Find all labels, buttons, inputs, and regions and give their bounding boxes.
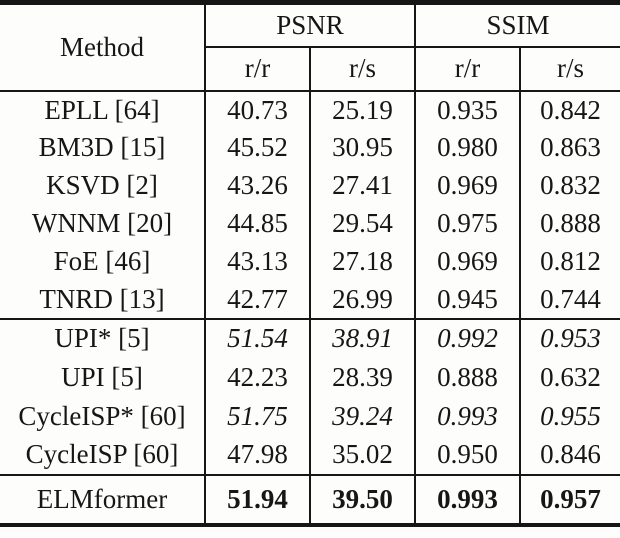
psnr-rs-cell: 27.18 [308,242,416,281]
table-row: TNRD [13] 42.77 26.99 0.945 0.744 [0,280,620,319]
psnr-rr-cell: 43.26 [204,166,310,205]
ssim-rs-cell: 0.842 [519,90,620,129]
ssim-rr-cell: 0.992 [414,317,521,358]
table-row: KSVD [2] 43.26 27.41 0.969 0.832 [0,166,620,205]
psnr-rr-column-header: r/r [204,46,310,92]
psnr-rr-cell: 51.75 [204,396,310,436]
ssim-rs-cell: 0.955 [519,396,620,436]
classical-methods-group: EPLL [64] 40.73 25.19 0.935 0.842 BM3D [… [0,90,620,319]
psnr-rr-cell: 40.73 [204,90,310,129]
ssim-rs-cell: 0.812 [519,242,620,281]
ssim-rs-cell: 0.846 [519,435,620,475]
ssim-group-header: SSIM [414,2,620,48]
psnr-rr-cell: 51.94 [204,473,310,525]
ssim-rr-cell: 0.969 [414,242,521,281]
table-row: ELMformer 51.94 39.50 0.993 0.957 [0,473,620,525]
table-row: CycleISP* [60] 51.75 39.24 0.993 0.955 [0,396,620,436]
ssim-rs-cell: 0.632 [519,357,620,397]
ssim-rs-column-header: r/s [519,46,620,92]
ssim-rs-cell: 0.832 [519,166,620,205]
psnr-rr-cell: 43.13 [204,242,310,281]
ssim-rs-cell: 0.888 [519,204,620,243]
psnr-rs-column-header: r/s [308,46,416,92]
psnr-rr-cell: 45.52 [204,128,310,167]
results-table: Method PSNR SSIM r/r r/s r/r r/s EPLL [6… [0,0,620,527]
table-row: EPLL [64] 40.73 25.19 0.935 0.842 [0,90,620,129]
ssim-rr-cell: 0.975 [414,204,521,243]
method-cell: UPI [5] [61,361,143,392]
ssim-rr-cell: 0.993 [414,396,521,436]
learning-methods-group: UPI* [5] 51.54 38.91 0.992 0.953 UPI [5]… [0,317,620,475]
method-cell: FoE [46] [53,246,151,276]
ssim-rr-cell: 0.935 [414,90,521,129]
table-row: WNNM [20] 44.85 29.54 0.975 0.888 [0,204,620,243]
ssim-rs-cell: 0.953 [519,317,620,358]
psnr-rs-cell: 39.24 [308,396,416,436]
method-cell: BM3D [15] [38,132,166,162]
method-cell: UPI* [5] [0,317,205,358]
header-group-row: Method PSNR SSIM [0,2,620,92]
method-cell: KSVD [2] [46,170,158,200]
table-row: CycleISP [60] 47.98 35.02 0.950 0.846 [0,435,620,475]
ssim-rr-cell: 0.969 [414,166,521,205]
ssim-rs-cell: 0.863 [519,128,620,167]
psnr-rs-cell: 26.99 [308,280,416,319]
method-cell: CycleISP* [60] [18,400,186,431]
psnr-rs-cell: 28.39 [308,357,416,397]
ssim-rs-cell: 0.957 [519,473,620,525]
psnr-rs-cell: 25.19 [308,90,416,129]
ssim-rr-cell: 0.950 [414,435,521,475]
ssim-rr-cell: 0.945 [414,280,521,319]
psnr-rs-cell: 39.50 [308,473,416,525]
ssim-rr-column-header: r/r [414,46,521,92]
psnr-rr-cell: 42.23 [204,357,310,397]
psnr-rs-cell: 35.02 [308,435,416,475]
ssim-rr-cell: 0.888 [414,357,521,397]
method-cell: ELMformer [0,473,205,525]
method-cell: WNNM [20] [31,208,173,238]
psnr-rr-cell: 47.98 [204,435,310,475]
table-row: UPI [5] 42.23 28.39 0.888 0.632 [0,357,620,397]
psnr-rs-cell: 27.41 [308,166,416,205]
ssim-rs-cell: 0.744 [519,280,620,319]
proposed-method-group: ELMformer 51.94 39.50 0.993 0.957 [0,473,620,525]
psnr-rs-cell: 38.91 [308,317,416,358]
psnr-rs-cell: 29.54 [308,204,416,243]
method-cell: EPLL [64] [44,94,160,125]
results-table-container: Method PSNR SSIM r/r r/s r/r r/s EPLL [6… [0,0,620,527]
psnr-rr-cell: 51.54 [204,317,310,358]
table-row: BM3D [15] 45.52 30.95 0.980 0.863 [0,128,620,167]
table-header: Method PSNR SSIM r/r r/s r/r r/s [0,2,620,92]
psnr-group-header: PSNR [203,2,416,48]
table-row: UPI* [5] 51.54 38.91 0.992 0.953 [0,317,620,358]
ssim-rr-cell: 0.993 [414,473,521,525]
ssim-rr-cell: 0.980 [414,128,521,167]
psnr-rr-cell: 44.85 [204,204,310,243]
table-row: FoE [46] 43.13 27.18 0.969 0.812 [0,242,620,281]
method-column-header: Method [0,2,205,92]
header-subcol-row: r/r r/s r/r r/s [0,46,620,92]
psnr-rs-cell: 30.95 [308,128,416,167]
method-cell: CycleISP [60] [25,439,179,469]
psnr-rr-cell: 42.77 [204,280,310,319]
method-cell: TNRD [13] [39,283,165,314]
